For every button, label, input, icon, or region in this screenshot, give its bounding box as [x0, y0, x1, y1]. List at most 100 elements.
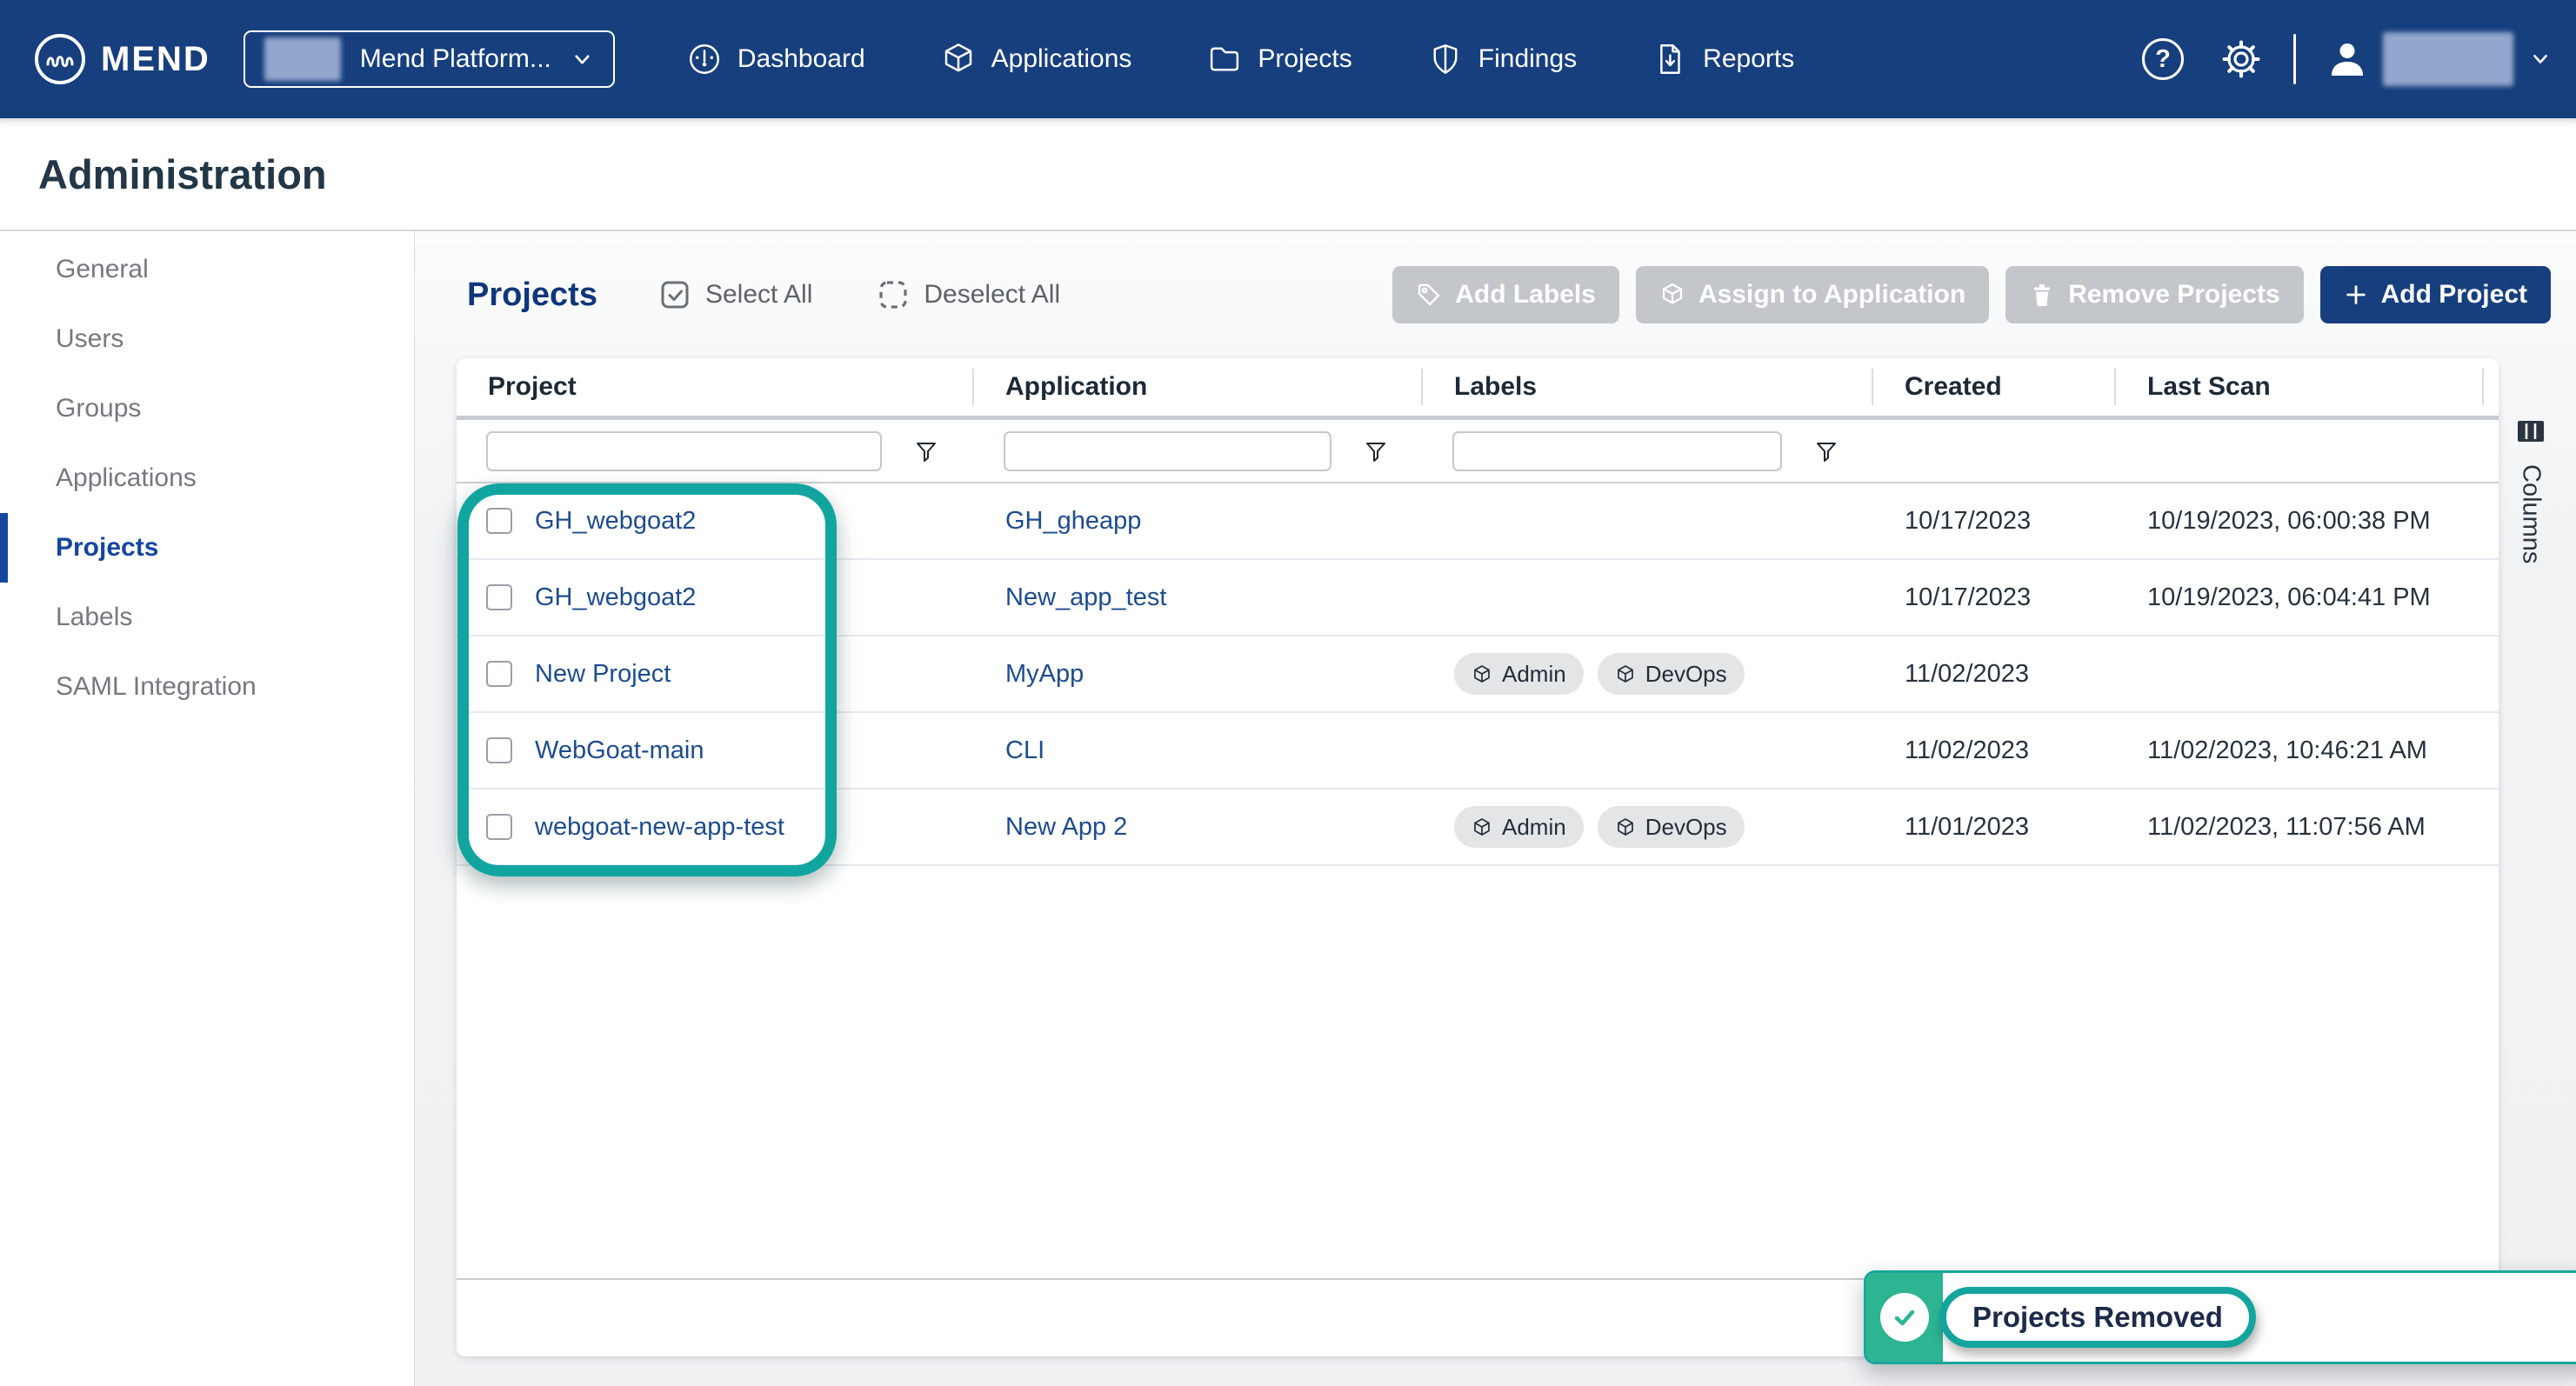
last-scan-cell: 10/19/2023, 06:04:41 PM [2147, 583, 2431, 611]
cube-icon [1662, 283, 1683, 304]
sidebar-item-saml-integration[interactable]: SAML Integration [56, 672, 257, 701]
button-label: Assign to Application [1698, 280, 1966, 309]
user-menu[interactable] [2327, 32, 2552, 86]
last-scan-cell [2116, 636, 2484, 711]
toast-message: Projects Removed [1939, 1287, 2256, 1348]
label-chip-text: DevOps [1645, 813, 1727, 840]
table-empty-area [457, 866, 2499, 1278]
columns-panel-toggle[interactable]: Columns [2508, 416, 2553, 563]
gear-icon[interactable] [2220, 38, 2262, 80]
cube-icon [1474, 665, 1490, 683]
help-icon[interactable]: ? [2142, 38, 2184, 80]
row-checkbox[interactable] [486, 737, 512, 763]
trash-icon [2034, 284, 2051, 306]
nav-item-projects[interactable]: Projects [1206, 41, 1352, 77]
sidebar-item-labels[interactable]: Labels [56, 603, 133, 631]
table-header: Project Application Labels Created Last … [457, 358, 2499, 416]
assign-to-application-button[interactable]: Assign to Application [1635, 266, 1990, 323]
label-chip[interactable]: Admin [1454, 653, 1584, 695]
deselect-all-button[interactable]: Deselect All [878, 280, 1060, 310]
table-row: GH_webgoat2 New_app_test 10/17/2023 10/1… [457, 560, 2499, 636]
sidebar-item-applications[interactable]: Applications [56, 463, 197, 492]
sidebar-item-projects[interactable]: Projects [0, 513, 414, 583]
column-header-labels[interactable]: Labels [1423, 358, 1873, 416]
application-link[interactable]: MyApp [1005, 659, 1084, 688]
filter-funnel-icon[interactable] [1363, 438, 1389, 464]
application-filter-input[interactable] [1004, 430, 1331, 471]
redacted-user-name [2383, 32, 2513, 86]
application-link[interactable]: GH_gheapp [1005, 506, 1142, 535]
labels-cell: Admin DevOps [1423, 636, 1873, 711]
button-label: Add Project [2380, 280, 2527, 309]
toast-notification[interactable]: Projects Removed [1864, 1270, 2576, 1364]
brand: MEND [35, 34, 210, 84]
project-link[interactable]: webgoat-new-app-test [535, 812, 784, 841]
nav-divider [2293, 34, 2296, 84]
select-all-button[interactable]: Select All [660, 280, 812, 310]
column-header-project[interactable]: Project [457, 358, 974, 416]
labels-filter-input[interactable] [1452, 430, 1782, 471]
dashboard-gauge-icon [689, 44, 719, 74]
checkbox-checked-icon [661, 281, 689, 309]
add-project-button[interactable]: Add Project [2319, 266, 2551, 323]
cube-icon [1617, 665, 1633, 683]
nav-item-reports[interactable]: Reports [1652, 41, 1794, 77]
label-chip-text: Admin [1502, 660, 1566, 687]
table-row: webgoat-new-app-test New App 2 Admin [457, 790, 2499, 866]
project-filter-input[interactable] [486, 430, 882, 471]
nav-item-label: Projects [1258, 44, 1352, 73]
cube-icon [944, 43, 971, 72]
success-check-icon [1880, 1293, 1929, 1342]
sidebar-item-general[interactable]: General [56, 255, 149, 283]
project-link[interactable]: New Project [535, 659, 671, 688]
table-row: GH_webgoat2 GH_gheapp 10/17/2023 10/19/2… [457, 483, 2499, 560]
project-link[interactable]: GH_webgoat2 [535, 583, 697, 611]
column-header-created[interactable]: Created [1873, 358, 2116, 416]
filter-row [457, 420, 2499, 483]
created-cell: 10/17/2023 [1905, 506, 2032, 535]
label-chip[interactable]: Admin [1454, 806, 1584, 848]
filter-funnel-icon[interactable] [1813, 438, 1839, 464]
table-row: New Project MyApp Admin [457, 636, 2499, 713]
main-panel: Projects Select All Deselect All [415, 231, 2576, 1386]
add-labels-button[interactable]: Add Labels [1392, 266, 1619, 323]
last-scan-cell: 10/19/2023, 06:00:38 PM [2147, 506, 2431, 535]
label-chip[interactable]: DevOps [1597, 653, 1745, 695]
project-link[interactable]: GH_webgoat2 [535, 506, 697, 535]
sidebar-item-groups[interactable]: Groups [56, 394, 142, 423]
nav-item-label: Applications [991, 44, 1132, 73]
nav-item-findings[interactable]: Findings [1427, 41, 1577, 77]
column-header-last-scan[interactable]: Last Scan [2116, 358, 2484, 416]
toolbar-actions: Add Labels Assign to Application [1392, 266, 2551, 323]
page-title: Administration [38, 150, 327, 197]
toast-body: Projects Removed [1939, 1273, 2256, 1362]
project-link[interactable]: WebGoat-main [535, 736, 704, 764]
deselect-all-label: Deselect All [924, 280, 1061, 309]
select-all-label: Select All [704, 280, 813, 309]
labels-cell [1423, 483, 1873, 558]
application-link[interactable]: New App 2 [1005, 812, 1128, 841]
application-link[interactable]: New_app_test [1005, 583, 1167, 611]
top-nav: MEND Mend Platform... Dashboard [0, 0, 2576, 118]
nav-item-dashboard[interactable]: Dashboard [686, 41, 865, 77]
nav-right: ? [2142, 32, 2552, 86]
labels-cell: Admin DevOps [1423, 790, 1873, 864]
checkbox-dashed-icon [879, 281, 907, 309]
row-checkbox[interactable] [486, 814, 512, 840]
nav-item-applications[interactable]: Applications [940, 41, 1132, 77]
redacted-org-name [264, 37, 341, 81]
org-selector-label: Mend Platform... [359, 44, 551, 73]
row-checkbox[interactable] [486, 584, 512, 610]
user-avatar-icon [2332, 43, 2363, 76]
filter-funnel-icon[interactable] [913, 438, 939, 464]
remove-projects-button[interactable]: Remove Projects [2005, 266, 2304, 323]
labels-cell [1423, 560, 1873, 635]
row-checkbox[interactable] [486, 508, 512, 534]
application-link[interactable]: CLI [1005, 736, 1045, 764]
row-checkbox[interactable] [486, 661, 512, 687]
org-selector-dropdown[interactable]: Mend Platform... [243, 30, 615, 88]
sidebar-item-users[interactable]: Users [56, 324, 124, 353]
label-chip[interactable]: DevOps [1597, 806, 1745, 848]
column-header-application[interactable]: Application [974, 358, 1423, 416]
